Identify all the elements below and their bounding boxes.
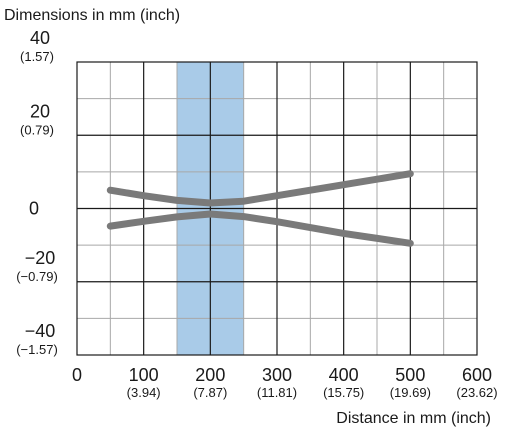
y-tick-sublabel: (0.79) xyxy=(20,122,54,137)
grid-layer xyxy=(76,61,478,356)
tick-label-layer: 0 100(3.94)200(7.87)300(11.81)400(15.75)5… xyxy=(16,28,497,400)
series-layer xyxy=(106,170,414,247)
x-tick-sublabel: (3.94) xyxy=(127,385,161,400)
y-tick-label: −40 xyxy=(25,321,56,341)
x-tick-sublabel: (19.69) xyxy=(390,385,431,400)
x-tick-sublabel: (23.62) xyxy=(456,385,497,400)
x-tick-label: 300 xyxy=(262,365,292,385)
series-line-2 xyxy=(106,210,414,247)
x-tick-sublabel: (7.87) xyxy=(193,385,227,400)
y-tick-label: −20 xyxy=(25,248,56,268)
x-tick-label: 0 xyxy=(72,365,82,385)
y-tick-label: 0 xyxy=(29,199,39,219)
y-tick-sublabel: (1.57) xyxy=(20,49,54,64)
y-axis-title: Dimensions in mm (inch) xyxy=(4,7,181,24)
x-tick-label: 500 xyxy=(395,365,425,385)
y-tick-label: 20 xyxy=(30,101,50,121)
x-tick-label: 100 xyxy=(129,365,159,385)
y-tick-sublabel: (−0.79) xyxy=(16,269,58,284)
x-tick-label: 600 xyxy=(462,365,492,385)
y-tick-label: 40 xyxy=(30,28,50,48)
x-tick-label: 200 xyxy=(195,365,225,385)
x-tick-sublabel: (11.81) xyxy=(257,385,297,400)
x-tick-sublabel: (15.75) xyxy=(323,385,364,400)
x-tick-label: 400 xyxy=(329,365,359,385)
y-tick-sublabel: (−1.57) xyxy=(16,342,58,357)
x-axis-title: Distance in mm (inch) xyxy=(336,410,491,427)
plot-frame xyxy=(76,61,478,356)
series-line-1 xyxy=(106,170,414,207)
